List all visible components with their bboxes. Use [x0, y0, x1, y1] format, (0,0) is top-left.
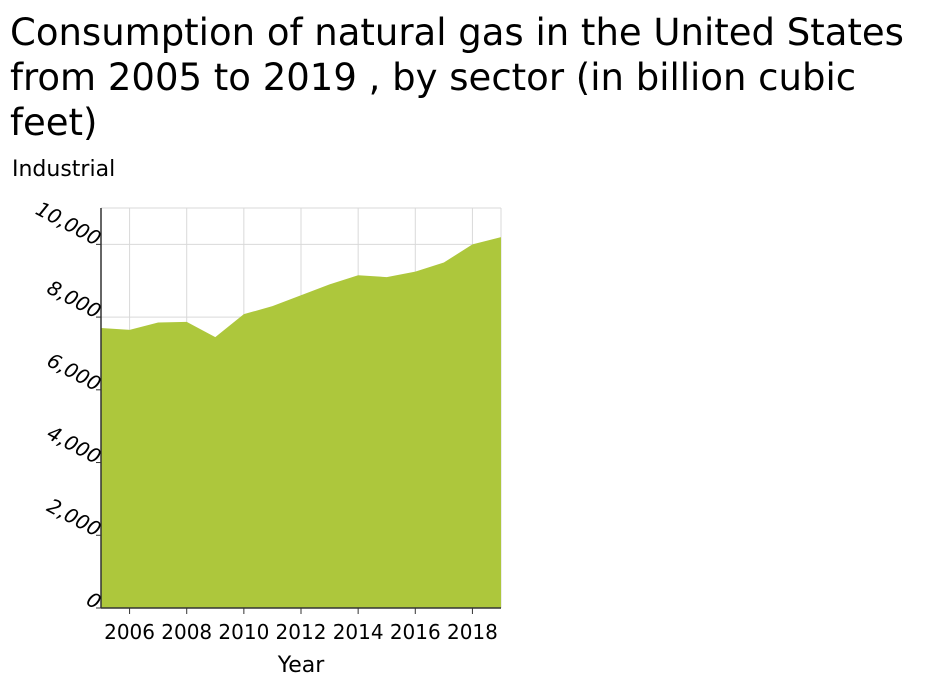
- x-tick-label: 2014: [333, 620, 384, 644]
- area-series-industrial: [101, 237, 501, 608]
- y-axis-label: Industrial: [12, 157, 116, 182]
- x-tick-label: 2016: [390, 620, 441, 644]
- x-axis-ticks: 2006 2008 2010 2012 2014 2016 2018: [104, 608, 498, 644]
- x-tick-label: 2006: [104, 620, 155, 644]
- x-tick-label: 2008: [161, 620, 212, 644]
- y-tick-label: 10,000: [32, 196, 105, 250]
- chart-title: Consumption of natural gas in the United…: [10, 11, 904, 144]
- x-tick-label: 2012: [276, 620, 327, 644]
- y-tick-label: 8,000: [43, 275, 105, 323]
- x-tick-label: 2010: [218, 620, 269, 644]
- y-tick-label: 6,000: [43, 348, 105, 396]
- y-tick-label: 4,000: [43, 421, 105, 469]
- area-layer: [101, 237, 501, 608]
- x-axis-label: Year: [277, 653, 326, 678]
- x-tick-label: 2018: [447, 620, 498, 644]
- y-tick-label: 2,000: [43, 493, 105, 541]
